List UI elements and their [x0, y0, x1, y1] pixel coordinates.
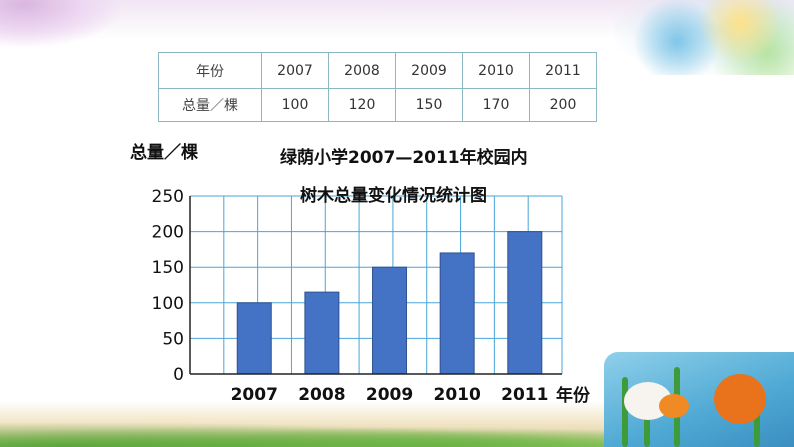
table-cell: 2011 [529, 52, 597, 89]
bar-2011 [507, 231, 543, 375]
y-tick-label: 150 [152, 258, 184, 278]
bar-2008 [304, 291, 340, 375]
x-axis-title: 年份 [556, 385, 591, 406]
x-tick-labels: 2007 2008 2009 2010 2011 [231, 385, 549, 405]
table-cell: 2007 [261, 52, 329, 89]
x-tick-label: 2010 [433, 385, 480, 405]
table-row-label: 总量／棵 [158, 88, 262, 122]
table-cell: 100 [261, 88, 329, 122]
bar-2010 [439, 252, 475, 375]
table-row-years: 年份 2007 2008 2009 2010 2011 [158, 52, 597, 89]
y-tick-label: 50 [162, 329, 184, 349]
chart-title-line-2: 树木总量变化情况统计图 [300, 185, 487, 206]
data-table: 年份 2007 2008 2009 2010 2011 总量／棵 100 120… [158, 52, 597, 122]
y-axis-title: 总量／棵 [130, 142, 198, 163]
y-tick-label: 200 [152, 223, 184, 243]
table-cell: 200 [529, 88, 597, 122]
x-tick-label: 2008 [298, 385, 345, 405]
y-tick-labels: 0 50 100 150 200 250 [152, 187, 184, 385]
y-tick-label: 0 [173, 365, 184, 385]
bar-2007 [236, 302, 272, 375]
y-tick-label: 100 [152, 294, 184, 314]
table-cell: 2010 [462, 52, 530, 89]
x-tick-label: 2009 [366, 385, 413, 405]
table-cell: 170 [462, 88, 530, 122]
table-row-totals: 总量／棵 100 120 150 170 200 [158, 88, 597, 122]
decorative-flower-image [614, 0, 794, 75]
y-tick-label: 250 [152, 187, 184, 207]
table-cell: 150 [395, 88, 463, 122]
decorative-goldfish-image [604, 352, 794, 447]
decorative-corner-top-left [0, 0, 120, 46]
chart-title-line-1: 绿荫小学2007—2011年校园内 [280, 147, 528, 168]
x-tick-label: 2011 [501, 385, 548, 405]
bar-2009 [372, 266, 408, 375]
x-tick-label: 2007 [231, 385, 278, 405]
